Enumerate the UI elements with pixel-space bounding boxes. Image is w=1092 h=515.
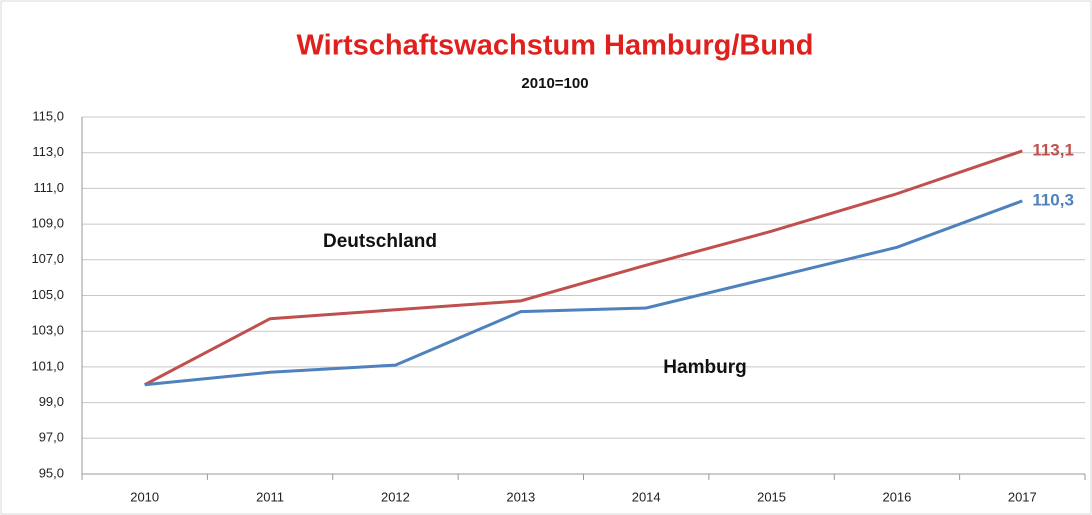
series-label: Hamburg: [663, 357, 746, 378]
x-tick-label: 2016: [882, 489, 911, 504]
y-tick-label: 95,0: [39, 465, 64, 480]
series-line: [143, 149, 1023, 387]
x-tick-label: 2013: [506, 489, 535, 504]
chart-title: Wirtschaftswachstum Hamburg/Bund: [297, 30, 814, 62]
x-tick-label: 2015: [757, 489, 786, 504]
y-tick-label: 113,0: [32, 144, 64, 159]
series-label: Deutschland: [323, 231, 437, 252]
series-line: [144, 199, 1023, 387]
y-tick-label: 107,0: [31, 251, 64, 266]
y-tick-label: 109,0: [31, 216, 64, 231]
x-tick-label: 2014: [632, 489, 661, 504]
y-tick-label: 115,0: [32, 108, 64, 123]
y-tick-label: 111,0: [33, 180, 64, 195]
y-tick-label: 99,0: [39, 394, 64, 409]
data-label: 113,1: [1032, 140, 1074, 159]
data-label: 110,3: [1032, 190, 1074, 209]
chart-subtitle: 2010=100: [521, 75, 588, 92]
y-tick-label: 97,0: [39, 430, 64, 445]
y-tick-label: 103,0: [31, 323, 64, 338]
x-tick-label: 2011: [256, 489, 284, 504]
y-tick-label: 105,0: [31, 287, 64, 302]
y-tick-label: 101,0: [31, 358, 64, 373]
x-tick-label: 2012: [381, 489, 410, 504]
x-tick-label: 2010: [130, 489, 159, 504]
x-tick-label: 2017: [1008, 489, 1037, 504]
